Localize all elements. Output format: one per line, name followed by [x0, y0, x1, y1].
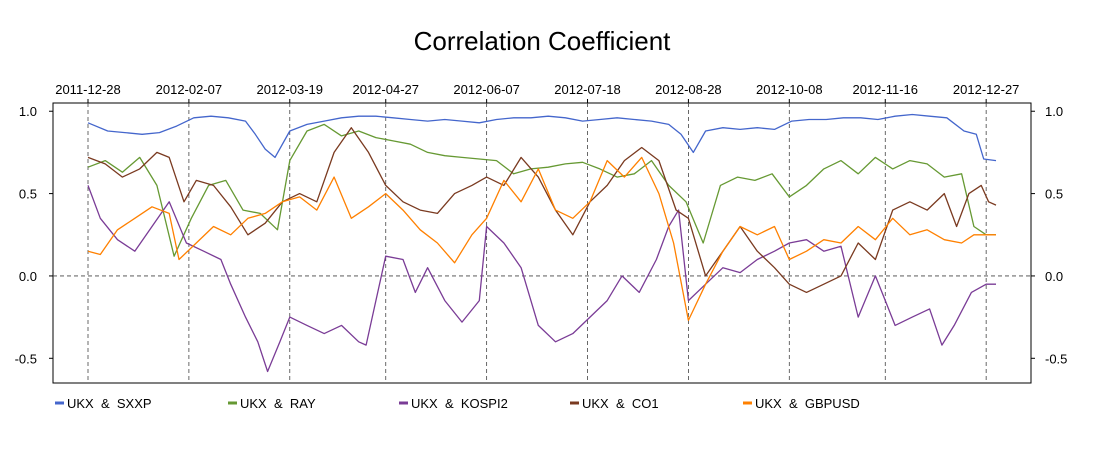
x-tick-label: 2011-12-28	[55, 82, 121, 97]
series-layer	[87, 113, 997, 373]
y-tick-label-right: 0.0	[1045, 269, 1063, 284]
chart-title: Correlation Coefficient	[414, 26, 672, 56]
y-tick-label-left: 0.5	[19, 187, 37, 202]
y-tick-label-left: -0.5	[15, 351, 37, 366]
x-tick-label: 2012-08-28	[655, 82, 722, 97]
y-tick-label-left: 0.0	[19, 269, 37, 284]
legend: UKX & SXXP UKX & RAY UKX & KOSPI2 UKX & CO1…	[55, 396, 860, 411]
x-tick-label: 2012-11-16	[852, 82, 918, 97]
legend-label: UKX & CO1	[582, 396, 659, 411]
x-tick-label: 2012-06-07	[453, 82, 520, 97]
series-line-2	[87, 123, 996, 257]
x-tick-label: 2012-03-19	[257, 82, 324, 97]
y-tick-label-right: 1.0	[1045, 104, 1063, 119]
tick-layer: 2011-12-28 2012-02-07 2012-03-19 2012-04-27…	[15, 82, 1068, 366]
x-tick-label: 2012-10-08	[756, 82, 823, 97]
plot-frame	[52, 102, 1032, 384]
x-tick-label: 2012-02-07	[156, 82, 223, 97]
y-tick-label-right: 0.5	[1045, 187, 1063, 202]
legend-label: UKX & KOSPI2	[411, 396, 508, 411]
series-line-5	[87, 156, 996, 322]
grid-layer	[53, 103, 1031, 383]
y-tick-label-right: -0.5	[1045, 351, 1067, 366]
series-line-3	[87, 185, 996, 373]
legend-label: UKX & RAY	[240, 396, 316, 411]
series-line-1	[87, 113, 997, 162]
x-tick-label: 2012-07-18	[554, 82, 621, 97]
y-tick-label-left: 1.0	[19, 104, 37, 119]
legend-label: UKX & GBPUSD	[755, 396, 860, 411]
x-tick-label: 2012-12-27	[953, 82, 1020, 97]
x-tick-label: 2012-04-27	[352, 82, 419, 97]
legend-label: UKX & SXXP	[67, 396, 152, 411]
